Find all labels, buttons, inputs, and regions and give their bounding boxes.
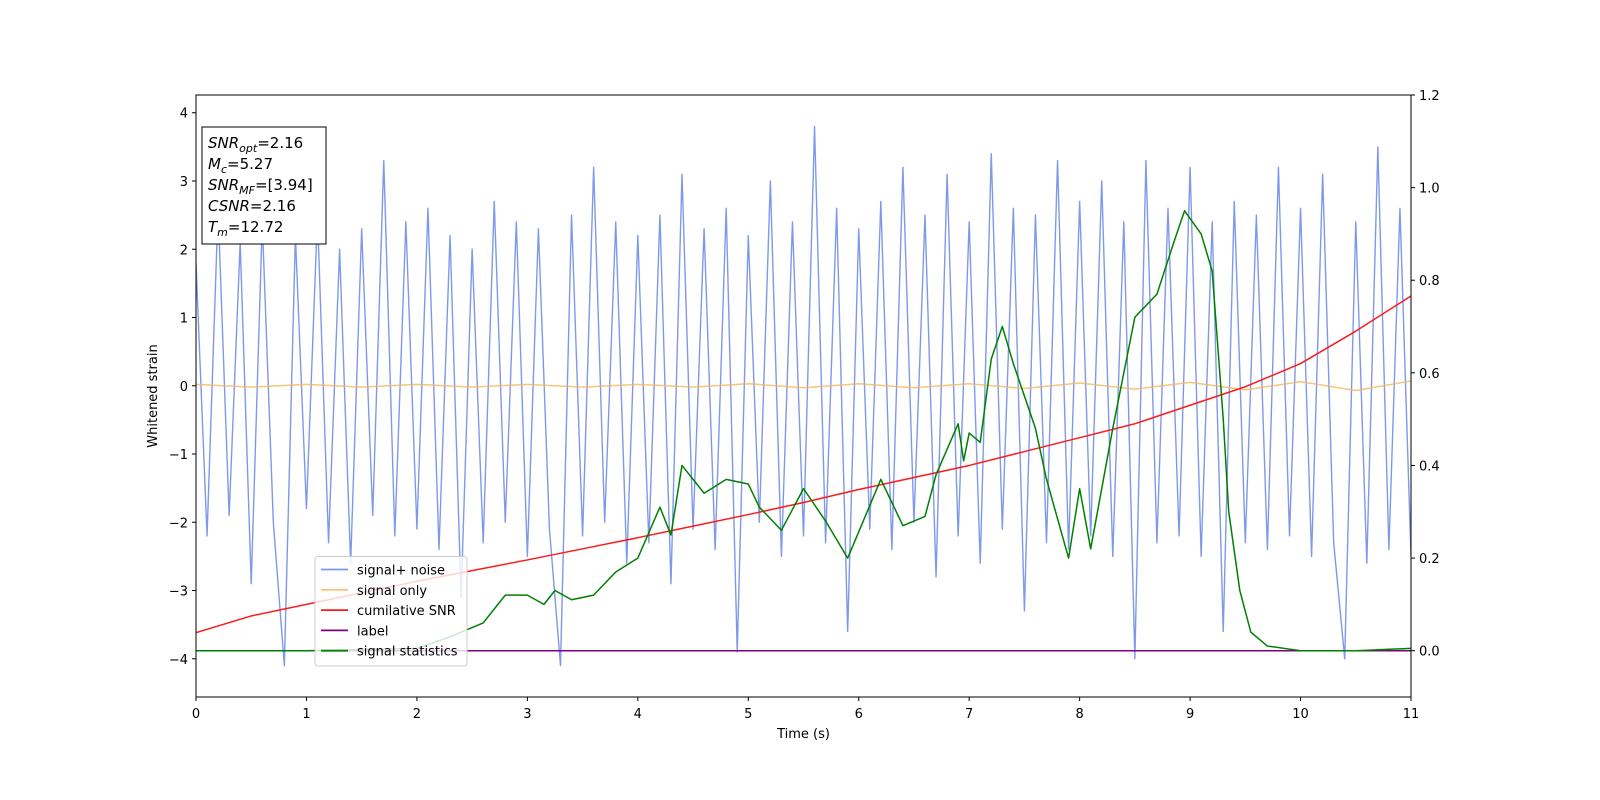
annotation-name: M: [208, 155, 221, 173]
x-tick-label: 3: [523, 707, 531, 722]
annotation-sub: m: [217, 226, 228, 239]
x-tick-label: 1: [302, 707, 310, 722]
x-tick-label: 0: [192, 707, 200, 722]
y2-tick-label: 0.8: [1419, 274, 1440, 289]
y-tick-label: −3: [169, 585, 188, 600]
annotation-value: =12.72: [228, 218, 284, 236]
y-tick-label: −2: [169, 516, 188, 531]
annotation-value: =2.16: [257, 134, 303, 152]
y-tick-label: 3: [180, 175, 188, 190]
annotation-value: =2.16: [250, 197, 296, 215]
y-tick-label: −1: [169, 448, 188, 463]
annotation-sub: c: [221, 163, 227, 176]
y-tick-label: 1: [180, 312, 188, 327]
annotation-line: Tm=12.72: [208, 218, 283, 239]
y2-tick-label: 0.6: [1419, 367, 1440, 382]
x-tick-label: 11: [1403, 707, 1420, 722]
annotation-line: SNRMF=[3.94]: [208, 176, 313, 197]
y2-tick-label: 1.0: [1419, 182, 1440, 197]
annotation-box: SNRopt=2.16Mc=5.27SNRMF=[3.94]CSNR=2.16T…: [201, 126, 327, 245]
legend: signal+ noise signal only cumilative SNR la…: [314, 556, 468, 667]
series-line: [196, 380, 1411, 392]
annotation-name: CSNR: [208, 197, 250, 215]
annotation-line: CSNR=2.16: [208, 197, 296, 215]
annotation-line: Mc=5.27: [208, 155, 273, 176]
annotation-value: =5.27: [227, 155, 273, 173]
y2-tick-label: 1.2: [1419, 89, 1440, 104]
x-tick-label: 7: [965, 707, 973, 722]
annotation-sub: opt: [239, 142, 258, 155]
annotation-name: SNR: [208, 176, 239, 194]
y-tick-label: −4: [169, 653, 188, 668]
annotation-name: SNR: [208, 134, 239, 152]
x-tick-label: 8: [1075, 707, 1083, 722]
y-tick-label: 2: [180, 243, 188, 258]
x-axis-label: Time (s): [776, 727, 830, 742]
annotation-name: T: [208, 218, 219, 236]
x-tick-label: 6: [855, 707, 863, 722]
y-tick-label: 0: [180, 380, 188, 395]
x-tick-label: 5: [744, 707, 752, 722]
y2-tick-label: 0.4: [1419, 459, 1440, 474]
y2-tick-label: 0.2: [1419, 552, 1440, 567]
series-line: [196, 125, 1411, 667]
y-axis-label: Whitened strain: [146, 344, 161, 447]
y2-tick-label: 0.0: [1419, 645, 1440, 660]
legend-label: signal only: [357, 584, 427, 599]
annotation-frame: [201, 126, 327, 245]
x-tick-label: 10: [1292, 707, 1309, 722]
legend-label: signal+ noise: [357, 564, 445, 579]
legend-label: label: [357, 624, 388, 639]
legend-label: cumilative SNR: [357, 604, 456, 619]
annotation-sub: MF: [239, 184, 255, 197]
y-tick-label: 4: [180, 107, 188, 122]
x-tick-label: 9: [1186, 707, 1194, 722]
x-tick-label: 2: [413, 707, 421, 722]
tick-layer: 0 1 2 3 4 5 6 7 8 9 10 11 −4 −3 −2 −1 0 1 2 3 4 0.0 0.2 0.4 0.6 0…: [169, 89, 1440, 722]
legend-label: signal statistics: [357, 645, 458, 660]
annotation-value: =[3.94]: [255, 176, 313, 194]
annotation-line: SNRopt=2.16: [208, 134, 303, 155]
legend-frame: [314, 556, 468, 667]
series-line: [196, 210, 1411, 652]
x-tick-label: 4: [634, 707, 642, 722]
plot-frame: [195, 94, 1412, 698]
